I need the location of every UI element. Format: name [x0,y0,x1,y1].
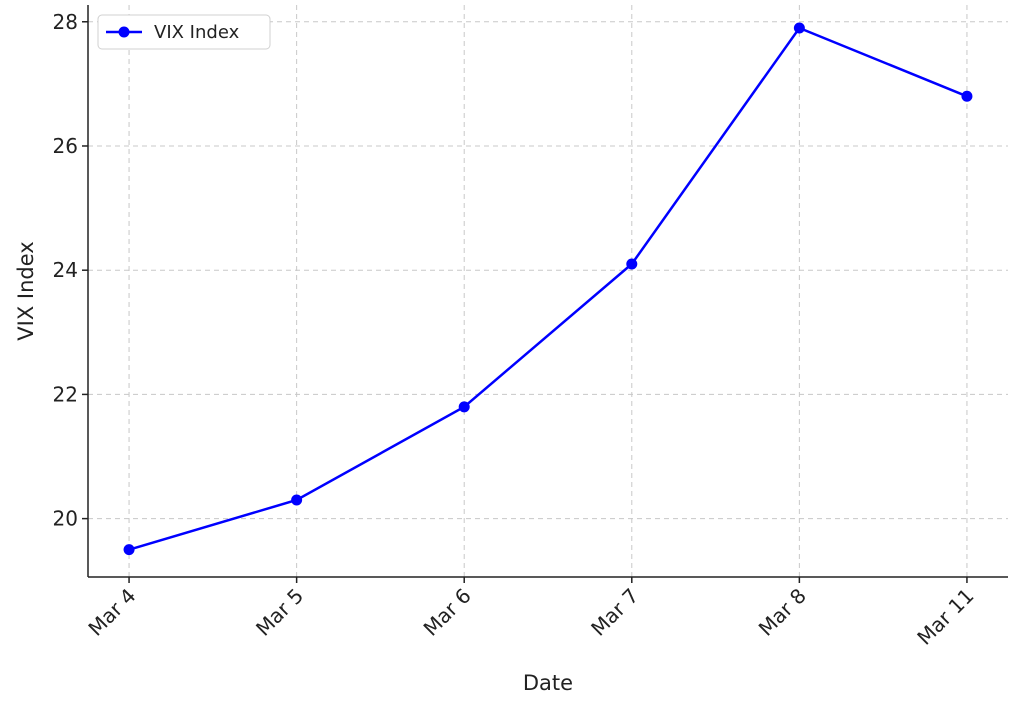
marker [793,22,805,34]
y-tick-label: 20 [53,507,78,531]
x-tick-label: Mar 7 [586,584,643,641]
x-tick-label: Mar 4 [83,584,140,641]
x-tick-label: Mar 5 [251,584,308,641]
legend-marker [118,26,130,38]
marker [458,401,470,413]
x-tick-label: Mar 11 [912,584,978,650]
legend: VIX Index [97,14,271,50]
y-axis-label: VIX Index [14,241,38,340]
y-tick-label: 28 [53,10,78,34]
y-tick-label: 24 [53,258,78,282]
line [128,26,968,551]
y-tick-label: 22 [53,382,78,406]
x-tick-label: Mar 8 [754,584,811,641]
marker [291,494,303,506]
legend-label: VIX Index [154,22,240,43]
marker [626,258,638,270]
x-axis-label: Date [523,671,573,695]
x-tick-label: Mar 6 [419,584,476,641]
marker [961,90,973,102]
y-tick-label: 26 [53,134,78,158]
legend-box [97,14,271,50]
marker [123,544,135,556]
